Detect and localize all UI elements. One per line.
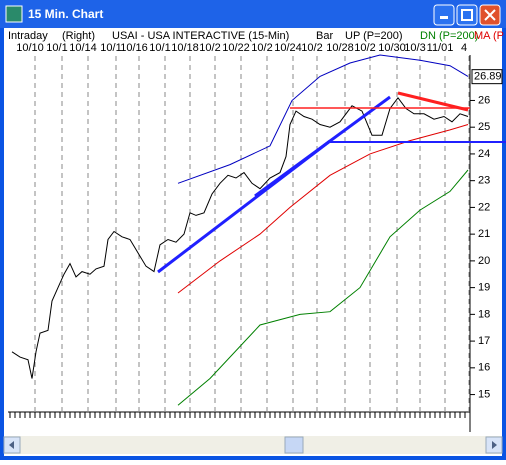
maximize-button[interactable]: [456, 4, 478, 26]
date-label: 10/14: [69, 42, 97, 54]
date-label: 10/30: [378, 42, 406, 54]
header-item: (Right): [62, 30, 95, 42]
header-item: DN (P=200): [420, 30, 478, 42]
maximize-icon: [461, 9, 473, 21]
minimize-button[interactable]: [433, 4, 455, 26]
date-label: 10/2: [354, 42, 375, 54]
scroll-thumb[interactable]: [284, 436, 304, 454]
date-label: 10/1: [46, 42, 67, 54]
app-icon: [5, 5, 23, 23]
minimize-icon: [440, 16, 448, 19]
y-tick-label: 26: [478, 94, 490, 106]
y-tick-label: 16: [478, 362, 490, 374]
series-line: [177, 124, 469, 294]
header-item: USAI - USA INTERACTIVE (15-Min): [112, 30, 289, 42]
scrollbar[interactable]: [4, 436, 502, 454]
header-item: MA (P: [474, 30, 504, 42]
date-label: 11/01: [427, 42, 454, 54]
last-price-label: 26.89: [474, 71, 502, 83]
date-label: 10/2: [301, 42, 322, 54]
header-item: Bar: [316, 30, 333, 42]
date-label: 4: [461, 42, 467, 54]
y-tick-label: 18: [478, 308, 490, 320]
y-tick-label: 21: [478, 228, 490, 240]
arrow-right: [492, 441, 497, 449]
series-line: [177, 54, 469, 184]
series-line: [177, 169, 469, 406]
y-tick-label: 17: [478, 335, 490, 347]
y-tick-label: 19: [478, 282, 490, 294]
date-label: 10/1: [100, 42, 121, 54]
header-item: Intraday: [8, 30, 48, 42]
date-label: 10/3: [404, 42, 425, 54]
y-tick-label: 15: [478, 388, 490, 400]
window-title: 15 Min. Chart: [28, 7, 103, 21]
last-price-box: [471, 69, 503, 85]
plot: [9, 54, 470, 418]
series-line: [11, 96, 469, 379]
y-tick-label: 20: [478, 255, 490, 267]
close-icon: [484, 9, 496, 21]
date-label: 10/18: [171, 42, 199, 54]
date-label: 10/2: [199, 42, 220, 54]
y-tick-label: 24: [478, 148, 490, 160]
date-label: 10/16: [120, 42, 148, 54]
date-label: 10/28: [326, 42, 354, 54]
chart-panel: [4, 28, 502, 456]
trend-line: [254, 95, 391, 198]
y-tick-label: 25: [478, 121, 490, 133]
date-label: 10/1: [149, 42, 170, 54]
y-tick-label: 22: [478, 201, 490, 213]
date-label: 10/2: [251, 42, 272, 54]
date-label: 10/10: [16, 42, 44, 54]
date-label: 10/22: [222, 42, 250, 54]
header-item: UP (P=200): [345, 30, 403, 42]
arrow-left: [9, 441, 14, 449]
title-bar: [0, 0, 506, 28]
y-tick-label: 23: [478, 175, 490, 187]
trend-line: [397, 91, 469, 112]
date-label: 10/24: [274, 42, 302, 54]
trend-lines: [157, 91, 506, 274]
